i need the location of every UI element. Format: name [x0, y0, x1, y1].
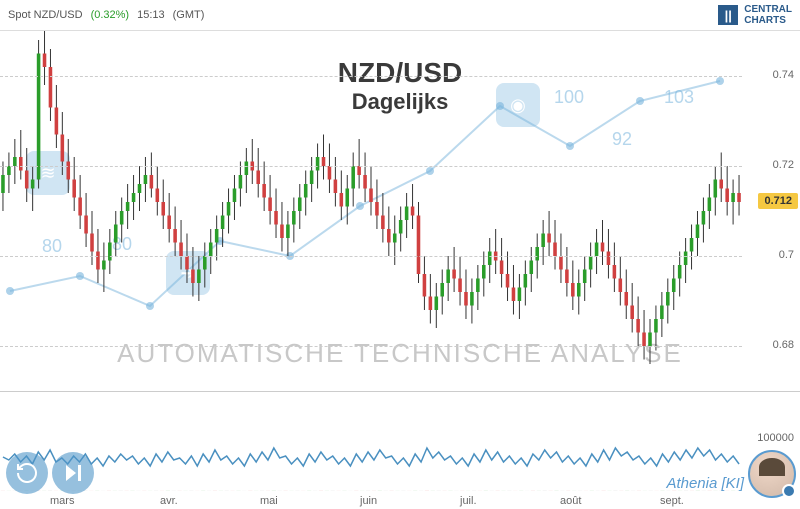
action-icons [6, 452, 94, 494]
current-price-tag: 0.712 [758, 193, 798, 209]
x-tick-label: mars [50, 495, 74, 507]
x-tick-label: juil. [460, 495, 477, 507]
time-value: 15:13 [137, 9, 165, 21]
athenia-label: Athenia [KI] [666, 475, 744, 492]
x-axis: mars avr. mai juin juil. août sept. [0, 491, 800, 509]
assistant-avatar[interactable] [748, 450, 796, 498]
price-chart[interactable]: ≋➔◉ 808010092103 NZD/USD Dagelijks AUTOM… [0, 31, 800, 391]
change-percent: (0.32%) [91, 9, 130, 21]
x-tick-label: sept. [660, 495, 684, 507]
timezone: (GMT) [173, 9, 205, 21]
forward-icon[interactable] [52, 452, 94, 494]
volume-scale-label: 100000 [757, 432, 794, 444]
chart-header: Spot NZD/USD (0.32%) 15:13 (GMT) || CENT… [0, 0, 800, 31]
replay-icon[interactable] [6, 452, 48, 494]
x-tick-label: mai [260, 495, 278, 507]
logo-icon: || [718, 5, 738, 25]
x-tick-label: août [560, 495, 581, 507]
mic-icon [782, 484, 796, 498]
candlestick-series [0, 31, 742, 391]
x-tick-label: avr. [160, 495, 178, 507]
x-tick-label: juin [360, 495, 377, 507]
brand-logo[interactable]: || CENTRALCHARTS [718, 4, 792, 26]
instrument-name: Spot NZD/USD [8, 9, 83, 21]
